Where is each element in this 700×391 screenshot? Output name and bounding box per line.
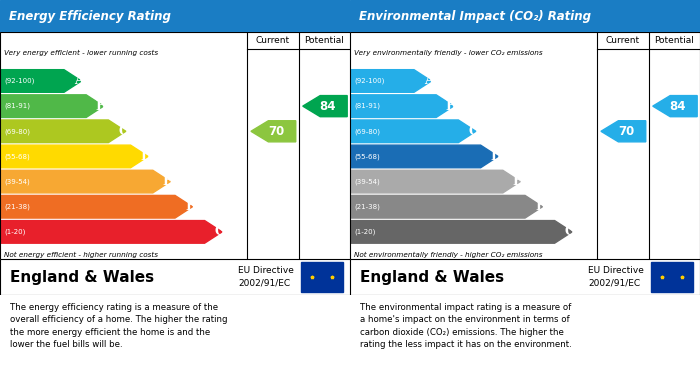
- Polygon shape: [351, 120, 476, 143]
- Text: (81-91): (81-91): [4, 103, 30, 109]
- Text: B: B: [446, 100, 456, 113]
- Text: E: E: [513, 175, 522, 188]
- Text: (92-100): (92-100): [4, 78, 34, 84]
- Text: (21-38): (21-38): [354, 203, 380, 210]
- Text: A: A: [424, 74, 434, 88]
- Text: Current: Current: [256, 36, 290, 45]
- Text: 84: 84: [319, 100, 336, 113]
- Text: (21-38): (21-38): [4, 203, 30, 210]
- Polygon shape: [1, 221, 222, 243]
- Polygon shape: [652, 95, 697, 117]
- Text: Very energy efficient - lower running costs: Very energy efficient - lower running co…: [4, 50, 158, 56]
- Text: E: E: [163, 175, 172, 188]
- Polygon shape: [1, 95, 104, 117]
- Text: D: D: [140, 150, 151, 163]
- Text: The energy efficiency rating is a measure of the
overall efficiency of a home. T: The energy efficiency rating is a measur…: [10, 303, 228, 350]
- Polygon shape: [1, 70, 81, 92]
- Text: EU Directive
2002/91/EC: EU Directive 2002/91/EC: [238, 267, 294, 288]
- Text: A: A: [74, 74, 84, 88]
- Text: (69-80): (69-80): [4, 128, 30, 135]
- Polygon shape: [351, 95, 454, 117]
- Text: (81-91): (81-91): [354, 103, 380, 109]
- Text: F: F: [186, 200, 195, 213]
- Text: The environmental impact rating is a measure of
a home's impact on the environme: The environmental impact rating is a mea…: [360, 303, 573, 350]
- Polygon shape: [351, 196, 542, 218]
- Text: (39-54): (39-54): [354, 178, 380, 185]
- Polygon shape: [251, 121, 295, 142]
- Text: Potential: Potential: [304, 36, 344, 45]
- Text: G: G: [214, 225, 225, 239]
- Polygon shape: [302, 95, 347, 117]
- Text: G: G: [564, 225, 575, 239]
- Text: (1-20): (1-20): [354, 229, 376, 235]
- Polygon shape: [351, 70, 431, 92]
- Text: (1-20): (1-20): [4, 229, 26, 235]
- Text: (55-68): (55-68): [354, 153, 380, 160]
- Text: Current: Current: [606, 36, 640, 45]
- Text: (69-80): (69-80): [354, 128, 380, 135]
- Text: Very environmentally friendly - lower CO₂ emissions: Very environmentally friendly - lower CO…: [354, 50, 542, 56]
- Text: England & Wales: England & Wales: [10, 270, 155, 285]
- Text: Not environmentally friendly - higher CO₂ emissions: Not environmentally friendly - higher CO…: [354, 252, 542, 258]
- Text: (39-54): (39-54): [4, 178, 30, 185]
- Text: F: F: [536, 200, 545, 213]
- Text: EU Directive
2002/91/EC: EU Directive 2002/91/EC: [588, 267, 644, 288]
- Bar: [301, 262, 343, 292]
- Text: Environmental Impact (CO₂) Rating: Environmental Impact (CO₂) Rating: [358, 9, 591, 23]
- Text: (92-100): (92-100): [354, 78, 384, 84]
- Polygon shape: [351, 145, 498, 168]
- Text: C: C: [468, 125, 478, 138]
- Text: Potential: Potential: [654, 36, 694, 45]
- Polygon shape: [1, 120, 126, 143]
- Text: Not energy efficient - higher running costs: Not energy efficient - higher running co…: [4, 252, 158, 258]
- Polygon shape: [1, 196, 192, 218]
- Text: Energy Efficiency Rating: Energy Efficiency Rating: [8, 9, 171, 23]
- Polygon shape: [1, 170, 170, 193]
- Text: C: C: [118, 125, 128, 138]
- Text: England & Wales: England & Wales: [360, 270, 505, 285]
- Text: 70: 70: [618, 125, 634, 138]
- Text: (55-68): (55-68): [4, 153, 30, 160]
- Text: 84: 84: [669, 100, 686, 113]
- Polygon shape: [1, 145, 148, 168]
- Bar: [651, 262, 693, 292]
- Text: 70: 70: [268, 125, 284, 138]
- Text: B: B: [96, 100, 106, 113]
- Polygon shape: [601, 121, 645, 142]
- Text: D: D: [490, 150, 501, 163]
- Polygon shape: [351, 221, 572, 243]
- Polygon shape: [351, 170, 520, 193]
